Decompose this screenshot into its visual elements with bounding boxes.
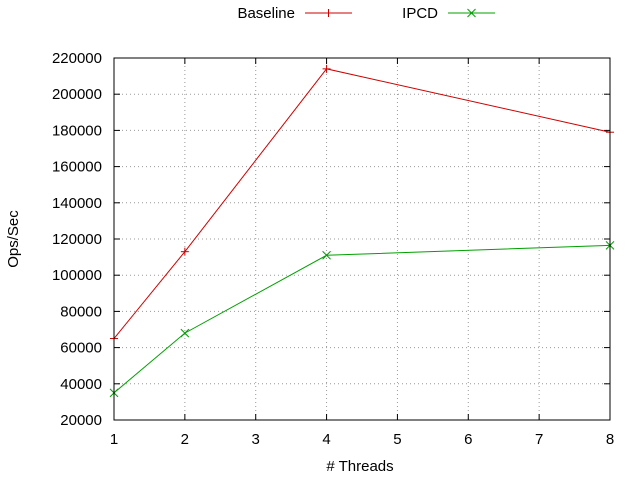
legend: Baseline IPCD xyxy=(237,5,495,22)
x-tick-label: 4 xyxy=(322,431,330,448)
legend-marker-baseline xyxy=(324,9,333,17)
y-axis-label: Ops/Sec xyxy=(5,210,22,268)
plot-frame xyxy=(113,57,611,421)
legend-label-baseline: Baseline xyxy=(237,5,295,22)
x-axis-label: # Threads xyxy=(326,458,393,475)
y-tick-label: 40000 xyxy=(60,376,102,393)
y-tick-label: 160000 xyxy=(52,159,102,176)
x-tick-label: 5 xyxy=(393,431,401,448)
y-tick-label: 180000 xyxy=(52,122,102,139)
baseline-data-point xyxy=(180,247,189,256)
y-axis: 20000 40000 60000 80000 100000 120000 140000 16… xyxy=(52,50,610,429)
y-tick-label: 220000 xyxy=(52,50,102,67)
legend-label-ipcd: IPCD xyxy=(402,5,438,22)
y-tick-label: 100000 xyxy=(52,267,102,284)
y-tick-label: 60000 xyxy=(60,340,102,357)
y-tick-label: 140000 xyxy=(52,195,102,212)
y-tick-label: 200000 xyxy=(52,86,102,103)
x-axis: 1 2 3 4 5 6 7 8 xyxy=(110,58,614,448)
baseline-series-line xyxy=(113,68,611,339)
legend-marker-ipcd xyxy=(467,8,476,18)
x-tick-label: 1 xyxy=(110,431,118,448)
series-layer xyxy=(109,64,615,398)
x-tick-label: 2 xyxy=(181,431,189,448)
y-tick-label: 80000 xyxy=(60,303,102,320)
x-tick-label: 8 xyxy=(606,431,614,448)
x-tick-label: 7 xyxy=(535,431,543,448)
baseline-data-point xyxy=(322,64,331,73)
x-tick-label: 6 xyxy=(464,431,472,448)
ipcd-series-line xyxy=(113,244,611,394)
x-tick-label: 3 xyxy=(252,431,260,448)
ipcd-data-point xyxy=(180,328,190,338)
ipcd-data-point xyxy=(322,250,331,260)
grid-lines xyxy=(113,57,611,421)
y-tick-label: 120000 xyxy=(52,231,102,248)
y-tick-label: 20000 xyxy=(60,412,102,429)
